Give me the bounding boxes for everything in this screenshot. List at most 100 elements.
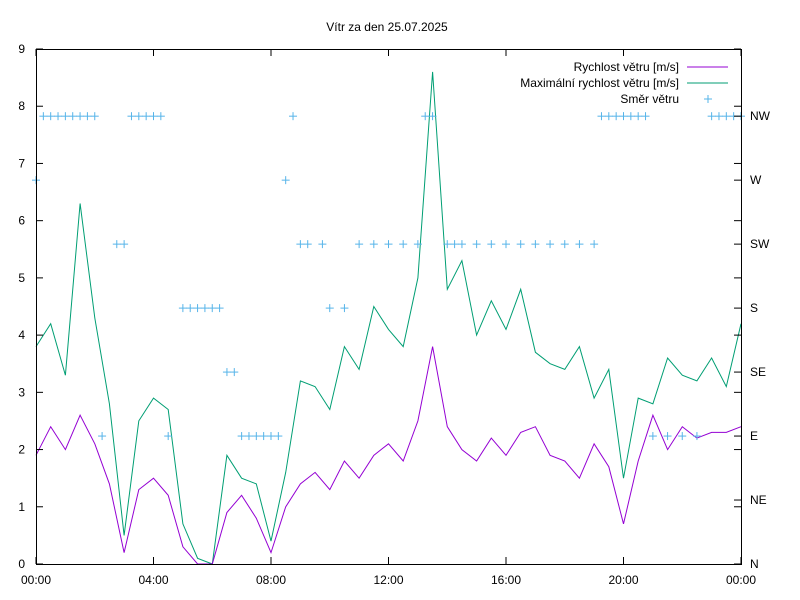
x-tick-label: 20:00 (608, 573, 638, 587)
y-tick-label: 2 (18, 443, 25, 457)
legend-marker-direction (704, 95, 712, 103)
y-tick-label: 1 (18, 500, 25, 514)
y2-tick-label: NE (750, 493, 767, 507)
direction-point (156, 112, 165, 121)
legend-label-direction: Směr větru (620, 92, 679, 106)
x-tick-label: 16:00 (491, 573, 521, 587)
y-tick-label: 4 (18, 328, 25, 342)
axes-layer: 0 1 2 3 4 5 6 7 8 9 N NE E SE S SW W NW 00:00 04:00 08:00 12:… (18, 42, 770, 587)
direction-point (472, 240, 481, 249)
direction-point (443, 240, 452, 249)
direction-point (39, 112, 48, 121)
direction-point (722, 112, 731, 121)
legend-label-gust: Maximální rychlost větru [m/s] (520, 76, 679, 90)
direction-point (259, 432, 268, 441)
direction-point (318, 240, 327, 249)
direction-point (149, 112, 158, 121)
direction-point (296, 240, 305, 249)
direction-point (244, 432, 253, 441)
direction-point (648, 432, 657, 441)
y-tick-label: 9 (18, 42, 25, 56)
direction-point (54, 112, 63, 121)
direction-point (590, 240, 599, 249)
y2-tick-label: SE (750, 365, 766, 379)
direction-point (502, 240, 510, 249)
direction-point (641, 112, 650, 121)
legend-label-speed: Rychlost větru [m/s] (574, 60, 679, 74)
direction-point (134, 112, 143, 121)
direction-point (127, 112, 136, 121)
direction-point (208, 304, 217, 313)
direction-point (230, 368, 239, 377)
direction-point (692, 432, 701, 441)
direction-point (450, 240, 459, 249)
direction-point (215, 304, 224, 313)
direction-point (516, 240, 525, 249)
legend: Rychlost větru [m/s] Maximální rychlost … (520, 60, 728, 106)
direction-point (281, 176, 290, 185)
y2-tick-label: SW (750, 237, 770, 251)
direction-point (546, 240, 555, 249)
direction-point (457, 240, 466, 249)
direction-point (252, 432, 261, 441)
y-tick-label: 0 (18, 557, 25, 571)
direction-point (46, 112, 55, 121)
x-tick-label: 04:00 (138, 573, 168, 587)
y2-tick-label: NW (750, 109, 771, 123)
direction-point (678, 432, 687, 441)
direction-point (222, 368, 231, 377)
y2-tick-label: N (750, 557, 759, 571)
direction-point (289, 112, 298, 121)
direction-point (83, 112, 92, 121)
direction-point (68, 112, 77, 121)
direction-point (575, 240, 584, 249)
direction-point (267, 432, 275, 441)
direction-point (274, 432, 283, 441)
direction-point (597, 112, 606, 121)
direction-point (164, 432, 173, 441)
y-tick-label: 5 (18, 271, 25, 285)
y2-tick-label: E (750, 429, 758, 443)
direction-point (178, 304, 187, 313)
direction-point (421, 112, 430, 121)
direction-point (193, 304, 202, 313)
direction-point (355, 240, 364, 249)
direction-point (90, 112, 99, 121)
direction-point (142, 112, 151, 121)
x-tick-label: 00:00 (726, 573, 756, 587)
series-line-speed (35, 346, 742, 565)
chart-title: Vítr za den 25.07.2025 (326, 20, 448, 34)
direction-point (61, 112, 70, 121)
series-line-gust (35, 71, 742, 565)
direction-point (560, 240, 569, 249)
direction-point (325, 304, 334, 313)
y-tick-label: 3 (18, 385, 25, 399)
direction-point (303, 240, 312, 249)
x-tick-label: 08:00 (256, 573, 286, 587)
direction-point (186, 304, 195, 313)
y-tick-label: 7 (18, 156, 25, 170)
direction-point (714, 112, 723, 121)
direction-point (612, 112, 621, 121)
direction-point (200, 304, 209, 313)
direction-point (340, 304, 349, 313)
direction-point (663, 432, 672, 441)
x-tick-label: 00:00 (21, 573, 51, 587)
direction-point (626, 112, 635, 121)
direction-point (399, 240, 408, 249)
direction-point (237, 432, 246, 441)
direction-point (487, 240, 496, 249)
direction-point (98, 432, 107, 441)
direction-point (634, 112, 643, 121)
direction-point (384, 240, 393, 249)
direction-point (531, 240, 540, 249)
direction-point (76, 112, 85, 121)
direction-point (413, 240, 422, 249)
direction-point (120, 240, 129, 249)
direction-point (619, 112, 628, 121)
y2-tick-label: S (750, 301, 758, 315)
direction-point (707, 112, 716, 121)
direction-point (112, 240, 121, 249)
series-layer (32, 71, 745, 565)
